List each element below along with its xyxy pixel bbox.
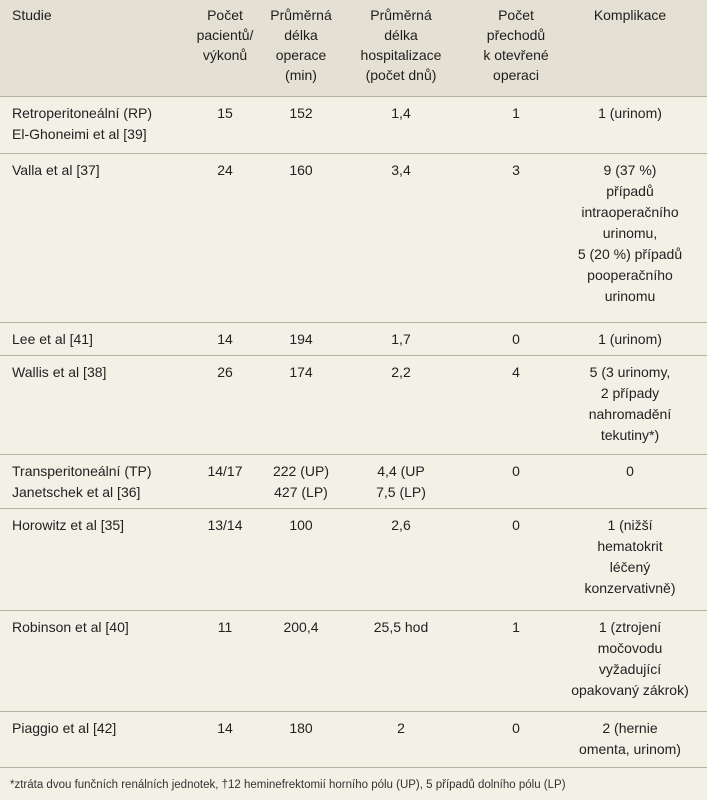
cell-komplikace: 2 (hernie omenta, urinom): [579, 720, 681, 757]
cell-komplikace: 1 (urinom): [598, 105, 662, 121]
cell-hospitalizace: 1,4: [391, 105, 411, 121]
row-divider: [0, 96, 707, 97]
cell-studie: Valla et al [37]: [12, 162, 100, 178]
cell-operace: 160: [289, 162, 313, 178]
table-row: Robinson et al [40] 11 200,4 25,5 hod 1 …: [0, 611, 707, 711]
row-divider: [0, 153, 707, 154]
cell-komplikace: 5 (3 urinomy, 2 případy nahromadění teku…: [588, 364, 672, 443]
cell-pocet: 14/17: [207, 463, 243, 479]
row-divider: [0, 610, 707, 611]
cell-pocet: 14: [217, 720, 233, 736]
cell-prechody: 0: [512, 463, 520, 479]
cell-studie: Wallis et al [38]: [12, 364, 107, 380]
table-row: Retroperitoneální (RP) El-Ghoneimi et al…: [0, 97, 707, 153]
cell-hospitalizace: 3,4: [391, 162, 411, 178]
cell-studie: Robinson et al [40]: [12, 619, 129, 635]
table-row: Wallis et al [38] 26 174 2,2 4 5 (3 urin…: [0, 356, 707, 454]
table-header: Studie Počet pacientů/ výkonů Průměrná d…: [0, 0, 707, 96]
table-row: Valla et al [37] 24 160 3,4 3 9 (37 %) p…: [0, 154, 707, 322]
cell-prechody: 0: [512, 517, 520, 533]
header-delka-operace: Průměrná délka operace (min): [270, 7, 332, 83]
cell-studie: Piaggio et al [42]: [12, 720, 117, 736]
cell-prechody: 0: [512, 331, 520, 347]
row-divider: [0, 711, 707, 712]
cell-komplikace: 1 (ztrojení močovodu vyžadující opakovan…: [571, 619, 689, 698]
cell-studie: Horowitz et al [35]: [12, 517, 125, 533]
cell-prechody: 4: [512, 364, 520, 380]
cell-pocet: 24: [217, 162, 233, 178]
cell-studie: Transperitoneální (TP) Janetschek et al …: [12, 463, 152, 500]
cell-operace: 222 (UP) 427 (LP): [272, 463, 330, 500]
cell-studie: Retroperitoneální (RP) El-Ghoneimi et al…: [12, 105, 153, 142]
cell-operace: 100: [289, 517, 313, 533]
cell-hospitalizace: 25,5 hod: [373, 619, 429, 635]
cell-pocet: 26: [217, 364, 233, 380]
table-row: Lee et al [41] 14 194 1,7 0 1 (urinom): [0, 323, 707, 355]
cell-komplikace: 1 (nižší hematokrit léčený konzervativně…: [584, 517, 676, 596]
cell-pocet: 13/14: [207, 517, 243, 533]
cell-operace: 180: [289, 720, 313, 736]
cell-operace: 152: [289, 105, 313, 121]
header-studie: Studie: [12, 7, 52, 23]
table-row: Horowitz et al [35] 13/14 100 2,6 0 1 (n…: [0, 509, 707, 610]
cell-prechody: 0: [512, 720, 520, 736]
cell-komplikace: 9 (37 %) případů intraoperačního urinomu…: [577, 162, 683, 304]
header-delka-hospitalizace: Průměrná délka hospitalizace (počet dnů): [360, 7, 442, 83]
header-pocet-prechodu: Počet přechodů k otevřené operaci: [483, 7, 549, 83]
cell-pocet: 15: [217, 105, 233, 121]
cell-pocet: 11: [217, 619, 233, 635]
header-komplikace: Komplikace: [593, 7, 667, 23]
row-divider: [0, 767, 707, 768]
cell-operace: 194: [289, 331, 313, 347]
cell-hospitalizace: 2,6: [391, 517, 411, 533]
cell-prechody: 1: [512, 619, 520, 635]
cell-prechody: 1: [512, 105, 520, 121]
table-footnote: *ztráta dvou funčních renálních jednotek…: [10, 779, 566, 791]
cell-hospitalizace: 2,2: [391, 364, 411, 380]
cell-prechody: 3: [512, 162, 520, 178]
row-divider: [0, 355, 707, 356]
cell-pocet: 14: [217, 331, 233, 347]
table-row: Piaggio et al [42] 14 180 2 0 2 (hernie …: [0, 712, 707, 767]
cell-operace: 200,4: [283, 619, 319, 635]
cell-hospitalizace: 2: [397, 720, 405, 736]
row-divider: [0, 454, 707, 455]
cell-operace: 174: [289, 364, 313, 380]
header-pocet-pacientu: Počet pacientů/ výkonů: [196, 7, 254, 63]
cell-komplikace: 0: [626, 463, 634, 479]
cell-komplikace: 1 (urinom): [598, 331, 662, 347]
cell-hospitalizace: 1,7: [391, 331, 411, 347]
row-divider: [0, 322, 707, 323]
cell-hospitalizace: 4,4 (UP 7,5 (LP): [376, 463, 426, 500]
row-divider: [0, 508, 707, 509]
table-row: Transperitoneální (TP) Janetschek et al …: [0, 455, 707, 508]
cell-studie: Lee et al [41]: [12, 331, 93, 347]
